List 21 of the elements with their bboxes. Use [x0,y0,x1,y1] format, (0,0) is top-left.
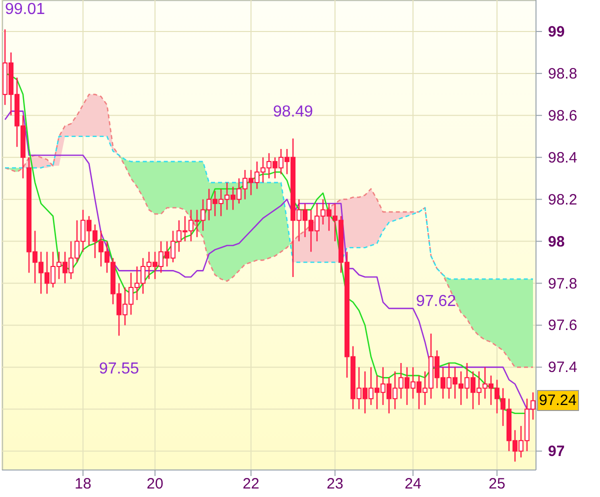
y-tick-label: 97.8 [548,275,578,292]
x-tick-label: 22 [242,476,260,493]
x-tick-label: 25 [488,476,506,493]
annotation: 97.62 [416,292,456,312]
y-tick-label: 99 [548,23,565,40]
annotation: 98.49 [272,103,314,120]
y-tick-label: 98.2 [548,191,578,208]
y-tick-label: 98.4 [548,149,578,166]
text: 97.24 [537,390,579,411]
x-tick-label: 20 [146,476,164,493]
x-tick-label: 18 [74,476,92,493]
y-tick-label: 97 [548,443,565,460]
y-tick-label: 97.6 [548,317,578,334]
y-tick-label: 98.6 [548,107,578,124]
annotation: 97.55 [98,360,140,378]
x-tick-label: 24 [404,476,422,493]
x-tick-label: 23 [326,476,344,493]
annotation: 99.01 [5,0,46,20]
y-tick-label: 98 [548,233,565,250]
y-tick-label: 98.8 [548,65,578,82]
y-tick-label: 97.4 [548,359,578,376]
